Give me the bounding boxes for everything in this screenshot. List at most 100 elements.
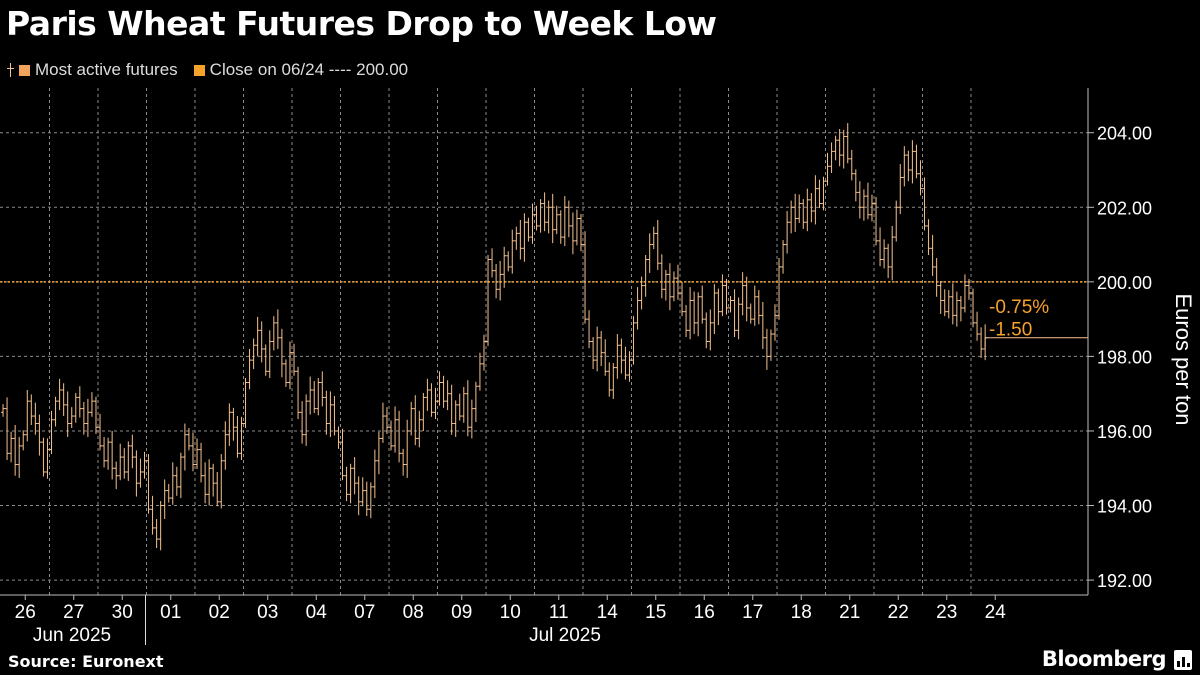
ohlc-bar [106, 437, 111, 470]
x-tick-label: 17 [742, 602, 763, 623]
ohlc-bar [114, 461, 119, 490]
ohlc-bar [692, 291, 697, 335]
ohlc-bar [389, 420, 394, 451]
ohlc-bar [829, 142, 834, 173]
ohlc-bar [364, 481, 369, 516]
ohlc-bar [320, 371, 325, 407]
ohlc-bar [950, 283, 955, 325]
ohlc-bar [728, 296, 733, 313]
month-label: Jul 2025 [529, 625, 601, 646]
x-tick-label: 11 [549, 602, 569, 623]
ohlc-bar [215, 471, 220, 507]
x-tick-label: 18 [791, 602, 812, 623]
ohlc-bar [308, 376, 313, 415]
ohlc-bar [643, 255, 648, 297]
ohlc-bar [914, 144, 919, 179]
ohlc-bar [445, 380, 450, 411]
ohlc-bar [918, 160, 923, 196]
ohlc-bar [376, 431, 381, 475]
ohlc-bar [150, 495, 155, 535]
source-note: Source: Euronext [8, 652, 164, 671]
change-abs-label: -1.50 [989, 319, 1032, 340]
ohlc-bar [178, 452, 183, 499]
ohlc-bar [138, 458, 143, 488]
ohlc-bar [971, 288, 976, 328]
ohlc-bar [688, 287, 693, 340]
ohlc-bar [853, 169, 858, 202]
ohlc-bar [667, 263, 672, 311]
x-tick-label: 30 [112, 602, 133, 623]
ohlc-bar [37, 414, 42, 456]
ohlc-bar [17, 436, 22, 478]
ohlc-bar [570, 212, 575, 255]
ohlc-bar [98, 413, 103, 451]
y-tick-label: 196.00 [1097, 422, 1152, 442]
ohlc-bar [817, 179, 822, 209]
ohlc-bar [360, 477, 365, 507]
ohlc-bar [615, 334, 620, 379]
ohlc-bar [861, 189, 866, 221]
ohlc-bar [975, 311, 980, 341]
ohlc-bar [700, 285, 705, 324]
ohlc-bar [825, 152, 830, 186]
ohlc-bar [89, 392, 94, 417]
ohlc-bar [966, 278, 971, 300]
ohlc-bar [469, 399, 474, 439]
x-tick-label: 15 [645, 602, 666, 623]
ohlc-bar [566, 200, 571, 238]
ohlc-bar [647, 233, 652, 273]
ohlc-bar [922, 177, 927, 231]
legend-item-futures: Most active futures [6, 60, 178, 80]
ohlc-bar [574, 209, 579, 246]
ohlc-bar [473, 381, 478, 423]
legend-label-close: Close on 06/24 ---- 200.00 [209, 60, 409, 79]
x-tick-label: 26 [15, 602, 36, 623]
ohlc-bar [21, 430, 26, 451]
y-axis-title: Euros per ton [1171, 293, 1196, 425]
ohlc-bar [33, 402, 38, 435]
ohlc-bar [752, 285, 757, 326]
ohlc-bar [603, 339, 608, 376]
ohlc-bar [748, 303, 753, 324]
y-tick-label: 194.00 [1097, 497, 1152, 517]
ohlc-bar [57, 378, 62, 411]
ohlc-bar [740, 272, 745, 316]
ohlc-bar [405, 419, 410, 478]
ohlc-bar [789, 200, 794, 234]
ohlc-bar [49, 410, 54, 455]
ohlc-bar [906, 150, 911, 182]
x-tick-label: 24 [985, 602, 1007, 623]
ohlc-bar [304, 394, 309, 446]
x-tick-label: 01 [160, 602, 181, 623]
ohlc-bar [607, 362, 612, 397]
ohlc-bar [502, 246, 507, 288]
ohlc-bar [340, 428, 345, 481]
ohlc-bar [300, 401, 305, 444]
ohlc-bar [635, 287, 640, 330]
x-tick-label: 02 [209, 602, 230, 623]
chart-title: Paris Wheat Futures Drop to Week Low [6, 4, 717, 43]
ohlc-bar [368, 482, 373, 519]
ohlc-bar [441, 375, 446, 408]
ohlc-bar [926, 219, 931, 256]
ohlc-bar [429, 383, 434, 417]
ohlc-bar [684, 304, 689, 338]
x-tick-label: 10 [500, 602, 521, 623]
y-tick-label: 192.00 [1097, 571, 1152, 591]
ohlc-bar [510, 229, 515, 274]
ohlc-bar [130, 434, 135, 469]
ohlc-bar [255, 316, 260, 357]
ohlc-bar [659, 254, 664, 299]
ohlc-bar [562, 196, 567, 247]
ohlc-bar [857, 181, 862, 219]
ohlc-bar [671, 271, 676, 302]
ohlc-bar [312, 381, 317, 414]
ohlc-bar [29, 394, 34, 426]
ohlc-bar [73, 392, 78, 423]
x-tick-label: 23 [936, 602, 957, 623]
ohlc-bar [356, 476, 361, 516]
ohlc-bar [732, 289, 737, 338]
ohlc-bar [287, 341, 292, 390]
ohlc-bar [195, 438, 200, 469]
